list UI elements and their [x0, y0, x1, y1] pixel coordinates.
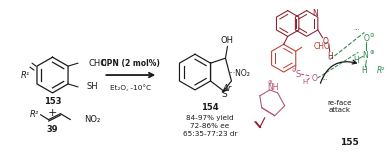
Text: R²: R² — [377, 66, 386, 75]
Text: ···: ··· — [353, 27, 360, 33]
Text: ⊖: ⊖ — [369, 33, 374, 38]
Text: H: H — [362, 66, 367, 75]
Text: O: O — [323, 37, 329, 46]
Text: H: H — [327, 52, 333, 61]
Text: ···NO₂: ···NO₂ — [228, 69, 250, 78]
Text: ···: ··· — [321, 77, 328, 83]
Text: NH: NH — [267, 83, 278, 92]
Text: +: + — [48, 108, 57, 118]
Text: 153: 153 — [44, 97, 61, 106]
Text: Et₂O, -10°C: Et₂O, -10°C — [109, 85, 151, 91]
Text: S: S — [222, 90, 227, 99]
Text: S: S — [295, 70, 300, 79]
Text: O: O — [312, 73, 317, 82]
Text: 65:35-77:23 dr: 65:35-77:23 dr — [183, 131, 237, 137]
Text: CHO: CHO — [314, 42, 330, 51]
Text: 84-97% yield: 84-97% yield — [186, 115, 234, 121]
Text: re-face: re-face — [327, 100, 352, 106]
Text: attack: attack — [328, 107, 350, 113]
Text: 72-86% ee: 72-86% ee — [190, 123, 230, 129]
Text: SH: SH — [87, 82, 99, 91]
Text: N: N — [313, 9, 318, 18]
Text: CHO: CHO — [89, 59, 108, 68]
Text: CPN (2 mol%): CPN (2 mol%) — [101, 59, 160, 68]
Text: 155: 155 — [340, 138, 359, 147]
Text: NO₂: NO₂ — [84, 115, 100, 124]
Text: ⊕: ⊕ — [267, 80, 272, 85]
Text: OH: OH — [221, 36, 234, 45]
Text: H: H — [302, 79, 307, 85]
Text: O: O — [364, 34, 369, 43]
Text: ⊖: ⊖ — [292, 68, 296, 73]
Text: ⊕: ⊕ — [369, 50, 374, 55]
Text: R²: R² — [30, 110, 39, 119]
Text: Ar: Ar — [223, 84, 232, 93]
Text: N: N — [362, 51, 368, 60]
Text: R¹: R¹ — [20, 70, 30, 79]
Text: H: H — [353, 56, 359, 65]
Text: 154: 154 — [201, 103, 219, 112]
Text: 39: 39 — [47, 125, 58, 134]
